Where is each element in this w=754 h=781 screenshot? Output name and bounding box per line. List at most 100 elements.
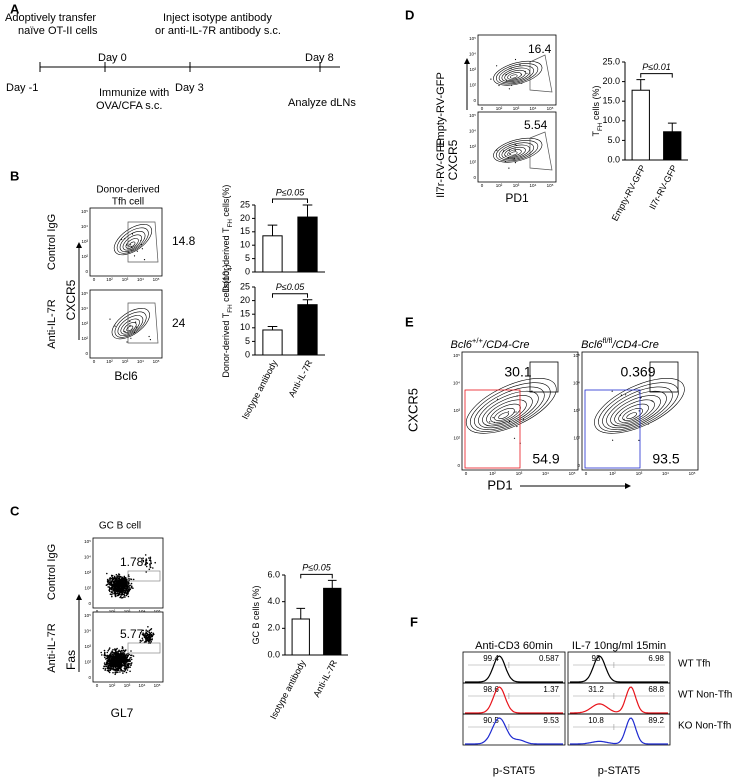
cell-dot — [114, 584, 117, 587]
flow-tick-label: 10² — [109, 683, 116, 688]
cell-dot — [124, 663, 127, 665]
cell-dot — [144, 634, 146, 637]
contour-line — [128, 241, 136, 248]
outlier-dot — [505, 74, 507, 76]
outlier-dot — [124, 331, 126, 333]
genotype-label: Bcl6+/+/CD4-Cre — [451, 336, 530, 351]
outlier-dot — [619, 414, 622, 416]
outlier-dot — [136, 326, 138, 328]
y-axis-label: Donor-derived TFH cells(104) — [221, 264, 234, 377]
cell-dot — [122, 652, 124, 654]
cell-dot — [106, 659, 108, 662]
cell-dot — [130, 585, 133, 587]
day-label: Day 8 — [305, 52, 334, 64]
contour-line — [493, 137, 543, 163]
cell-dot — [117, 650, 119, 653]
flow-tick-label: 10² — [496, 106, 503, 111]
cell-dot — [104, 651, 106, 654]
gate-percentage: 98.6 — [483, 685, 499, 694]
error-bar — [296, 607, 306, 619]
cell-dot — [146, 632, 148, 634]
cell-dot — [125, 579, 128, 582]
contour-line — [507, 149, 522, 157]
significance-bracket — [272, 198, 308, 203]
cell-dot — [107, 655, 110, 657]
cell-dot — [106, 664, 109, 666]
cell-dot — [115, 578, 117, 580]
cell-dot — [129, 578, 131, 580]
cell-dot — [124, 653, 126, 656]
text-part: FH — [597, 122, 604, 131]
cell-dot — [123, 651, 126, 653]
outlier-dot — [522, 418, 525, 420]
cell-dot — [108, 671, 111, 674]
text-part: cells (%) — [591, 86, 601, 123]
cell-dot — [147, 626, 149, 628]
cell-dot — [148, 637, 150, 639]
flow-tick-label: 10³ — [124, 683, 131, 688]
flow-tick-label: 10⁴ — [137, 277, 144, 282]
row-label: Anti-IL-7R — [46, 299, 58, 349]
contour-line — [626, 412, 637, 420]
outlier-dot — [510, 67, 512, 69]
cell-dot — [107, 649, 109, 652]
flow-tick-label: 10⁴ — [84, 629, 91, 634]
contour-line — [622, 408, 643, 421]
flow-tick-label: 10³ — [513, 183, 520, 188]
cell-dot — [126, 592, 129, 594]
cell-dot — [100, 651, 102, 654]
cell-dot — [106, 669, 109, 672]
cell-dot — [142, 639, 144, 641]
histogram-curve — [465, 686, 563, 714]
flow-plot-frame — [89, 207, 163, 277]
outlier-dot — [109, 318, 111, 320]
outlier-dot — [141, 248, 143, 250]
cell-dot — [106, 667, 109, 670]
error-bar — [302, 299, 313, 305]
outlier-dot — [514, 147, 516, 149]
cell-dot — [120, 654, 122, 657]
step-text: Inject isotype antibody — [163, 12, 272, 24]
contour-line — [494, 408, 515, 421]
flow-tick-label: 0 — [473, 98, 476, 103]
cell-dot — [128, 663, 130, 666]
panel-label: B — [10, 168, 19, 183]
outlier-dot — [128, 251, 130, 253]
cell-dot — [113, 589, 116, 592]
cell-dot — [125, 583, 127, 586]
outlier-dot — [143, 259, 146, 261]
cell-dot — [114, 594, 117, 596]
flow-tick-label: 0 — [85, 269, 88, 274]
cell-dot — [109, 653, 111, 656]
cell-dot — [114, 663, 116, 666]
flow-tick-label: 10⁵ — [453, 353, 460, 358]
cell-dot — [121, 670, 123, 672]
cell-dot — [121, 596, 124, 599]
y-tick-label: 20 — [240, 295, 250, 305]
cell-dot — [142, 632, 144, 634]
genotype-label: Bcl6fl/fl/CD4-Cre — [581, 336, 659, 351]
flow-tick-label: 0 — [88, 601, 91, 606]
cell-dot — [115, 666, 117, 669]
flow-tick-label: 10⁴ — [81, 224, 88, 229]
cell-dot — [118, 649, 120, 652]
flow-tick-label: 10² — [81, 336, 88, 341]
cell-dot — [150, 636, 152, 638]
cell-dot — [130, 662, 132, 665]
cell-dot — [111, 662, 114, 665]
flow-tick-label: 10² — [81, 254, 88, 259]
arrow-head — [76, 594, 82, 600]
y-tick-label: 6.0 — [267, 569, 280, 579]
cell-dot — [130, 658, 133, 661]
cell-dot — [118, 662, 120, 664]
gate-percentage: 31.2 — [588, 685, 604, 694]
text-part: Donor-derived T — [221, 312, 231, 377]
cell-dot — [118, 591, 121, 593]
y-tick-label: 15.0 — [602, 96, 620, 106]
cell-dot — [148, 557, 150, 559]
outlier-dot — [611, 390, 613, 392]
cell-dot — [112, 655, 114, 657]
outlier-dot — [638, 392, 640, 394]
flow-plot-frame — [477, 34, 557, 106]
cell-dot — [148, 629, 151, 632]
